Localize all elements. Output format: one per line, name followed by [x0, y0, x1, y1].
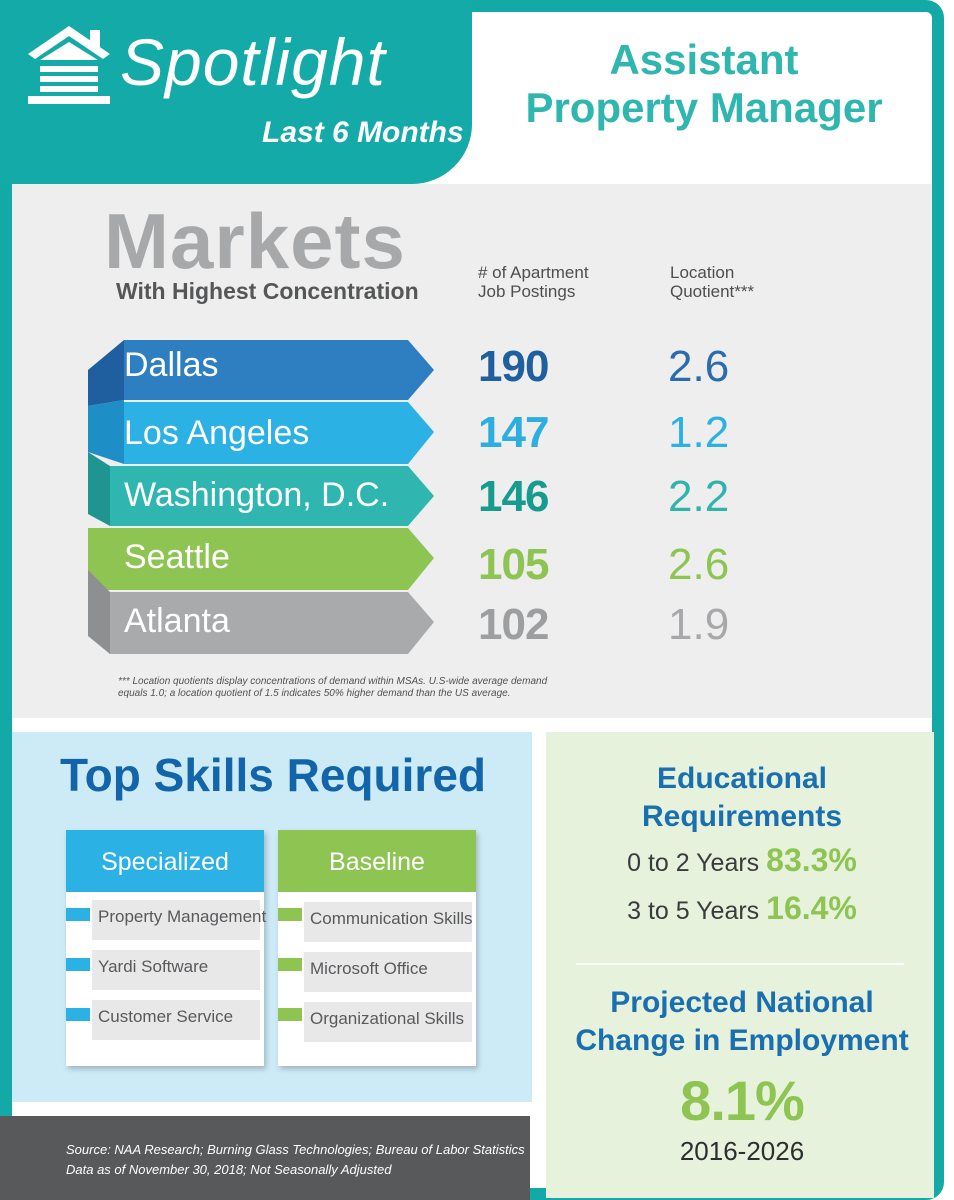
- ribbon-fold-5: [88, 570, 110, 654]
- projection-title-line2: Change in Employment: [575, 1024, 909, 1057]
- ribbon-row-5: [110, 592, 434, 654]
- postings-header-line1: # of Apartment: [478, 263, 589, 282]
- postings-column-header: # of Apartment Job Postings: [478, 263, 589, 301]
- market-city-4: Seattle: [124, 538, 230, 576]
- markets-title: Markets: [104, 197, 406, 285]
- ribbon-row-3: [110, 466, 434, 526]
- specialized-header: Specialized: [66, 830, 264, 892]
- market-city-1: Dallas: [124, 346, 219, 384]
- education-title-line2: Requirements: [641, 800, 843, 833]
- projection-years: 2016-2026: [679, 1136, 805, 1166]
- market-postings-3: 146: [478, 472, 549, 521]
- market-city-3: Washington, D.C.: [124, 476, 390, 514]
- baseline-skills-card: Baseline Communication Skills Microsoft …: [278, 830, 476, 1066]
- lq-column-header: Location Quotient***: [670, 263, 754, 301]
- education-title-line1: Educational: [656, 762, 828, 795]
- ribbon-fold-3: [88, 452, 110, 526]
- specialized-bullet-3: [66, 1008, 90, 1021]
- lq-footnote: *** Location quotients display concentra…: [118, 676, 588, 700]
- source-line2: Data as of November 30, 2018; Not Season…: [66, 1162, 392, 1177]
- education-label-2: 3 to 5 Years: [627, 897, 760, 925]
- market-city-5: Atlanta: [124, 602, 230, 640]
- baseline-bullet-1: [278, 908, 302, 921]
- projection-title-line1: Projected National: [610, 986, 874, 1019]
- source-bar: Source: NAA Research; Burning Glass Tech…: [0, 1116, 530, 1200]
- baseline-skill-1: Communication Skills: [304, 902, 473, 942]
- market-city-2: Los Angeles: [124, 414, 310, 452]
- market-lq-1: 2.6: [668, 342, 730, 391]
- market-postings-1: 190: [478, 342, 549, 391]
- market-lq-2: 1.2: [668, 408, 730, 457]
- baseline-bullet-3: [278, 1008, 302, 1021]
- education-value-2: 16.4%: [766, 890, 857, 926]
- ribbon-fold-2: [88, 400, 124, 464]
- market-postings-5: 102: [478, 600, 549, 649]
- spotlight-banner: Spotlight Last 6 Months: [0, 0, 472, 184]
- job-title: Assistant Property Manager: [476, 36, 932, 132]
- market-postings-4: 105: [478, 540, 549, 589]
- building-logo-icon: [28, 26, 110, 104]
- education-row-2: 3 to 5 Years 16.4%: [556, 890, 928, 927]
- specialized-skill-1: Property Management: [92, 900, 266, 940]
- specialized-skills-card: Specialized Property Management Yardi So…: [66, 830, 266, 1066]
- ribbon-row-2: [124, 402, 434, 464]
- specialized-skill-2: Yardi Software: [92, 950, 260, 990]
- job-title-line1: Assistant: [609, 36, 799, 83]
- market-lq-3: 2.2: [668, 472, 730, 521]
- market-postings-2: 147: [478, 408, 549, 457]
- ribbon-fold-1: [88, 340, 124, 406]
- footnote-line1: *** Location quotients display concentra…: [118, 676, 548, 687]
- projection-title: Projected National Change in Employment: [556, 984, 928, 1060]
- education-title: Educational Requirements: [556, 760, 928, 836]
- section-divider: [576, 963, 904, 965]
- specialized-bullet-2: [66, 958, 90, 971]
- specialized-bullet-1: [66, 908, 90, 921]
- job-title-line2: Property Manager: [525, 84, 883, 131]
- postings-header-line2: Job Postings: [478, 282, 576, 301]
- education-section: [546, 732, 934, 1198]
- markets-subtitle: With Highest Concentration: [116, 278, 419, 304]
- footnote-line2: equals 1.0; a location quotient of 1.5 i…: [118, 688, 511, 699]
- period-label: Last 6 Months: [262, 116, 464, 149]
- projection-value: 8.1%: [680, 1069, 805, 1132]
- market-ribbon-graphic: [88, 340, 434, 654]
- specialized-skill-3: Customer Service: [92, 1000, 260, 1040]
- ribbon-row-4: [88, 528, 434, 590]
- ribbon-row-1: [124, 340, 434, 400]
- baseline-skill-3: Organizational Skills: [304, 1002, 472, 1042]
- source-line1: Source: NAA Research; Burning Glass Tech…: [66, 1142, 525, 1157]
- education-value-1: 83.3%: [766, 842, 857, 878]
- baseline-bullet-2: [278, 958, 302, 971]
- market-lq-5: 1.9: [668, 600, 730, 649]
- market-lq-4: 2.6: [668, 540, 730, 589]
- spotlight-title: Spotlight: [120, 25, 386, 99]
- baseline-header: Baseline: [278, 830, 476, 892]
- lq-header-line2: Quotient***: [670, 282, 755, 301]
- education-row-1: 0 to 2 Years 83.3%: [556, 842, 928, 879]
- skills-title: Top Skills Required: [60, 749, 486, 801]
- baseline-skill-2: Microsoft Office: [304, 952, 472, 992]
- lq-header-line1: Location: [670, 263, 735, 282]
- education-label-1: 0 to 2 Years: [627, 849, 760, 877]
